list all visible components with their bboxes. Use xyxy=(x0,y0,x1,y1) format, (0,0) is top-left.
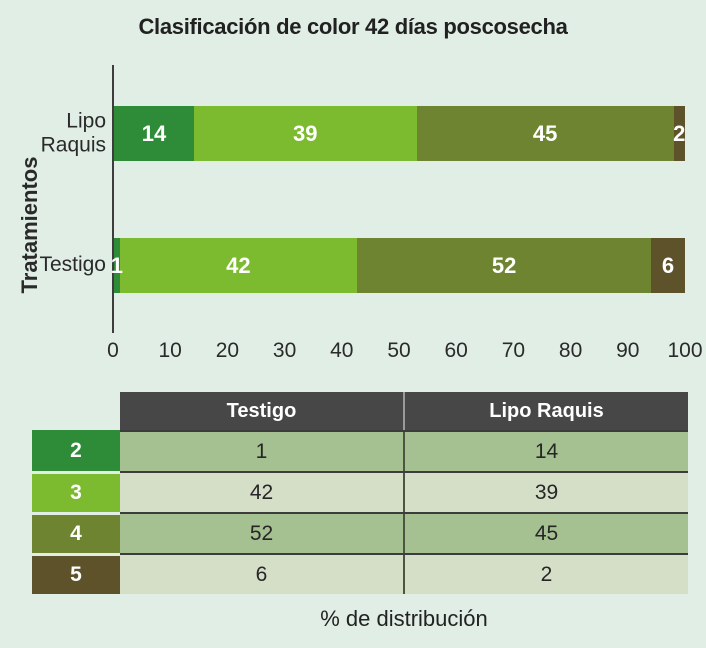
bar-segment-value: 52 xyxy=(491,252,517,278)
bar-segment-value: 39 xyxy=(293,120,318,146)
stacked-bar-testigo: 1 42 52 6 xyxy=(110,238,685,293)
table-row-class-label: 4 xyxy=(32,512,120,553)
x-tick-0: 0 xyxy=(107,339,119,362)
table-body: 2 1 14 3 42 39 4 52 45 5 6 2 xyxy=(32,430,688,594)
x-tick-80: 80 xyxy=(558,339,583,362)
table-header-row: Testigo Lipo Raquis xyxy=(120,392,688,430)
table-row: 2 1 14 xyxy=(32,430,688,471)
table-cell-testigo: 6 xyxy=(120,555,405,594)
category-label-lipo-raquis: Lipo Raquis xyxy=(40,109,106,156)
table-cell-lipo-raquis: 14 xyxy=(534,439,559,463)
table-row: 3 42 39 xyxy=(32,471,688,512)
x-tick-100: 100 xyxy=(667,339,703,362)
bar-segment-value: 45 xyxy=(532,120,558,146)
table-cell-lipo-raquis: 45 xyxy=(534,521,559,545)
bar-segment-value: 14 xyxy=(141,120,167,146)
table-row-class-label: 5 xyxy=(32,553,120,594)
table-row: 4 52 45 xyxy=(32,512,688,553)
bar-segment-class-3: 39 xyxy=(193,106,417,161)
table-row-values: 42 39 xyxy=(120,471,688,512)
bar-segment-value: 1 xyxy=(110,252,123,278)
table-cell-testigo: 42 xyxy=(120,473,405,512)
x-tick-10: 10 xyxy=(158,339,182,362)
x-tick-20: 20 xyxy=(215,339,240,362)
table-header-testigo: Testigo xyxy=(120,392,405,430)
category-label-testigo: Testigo xyxy=(39,253,106,277)
bar-segment-class-4: 45 xyxy=(416,106,674,161)
chart-title: Clasificación de color 42 días poscosech… xyxy=(138,14,568,39)
bar-segment-class-3: 42 xyxy=(119,238,358,293)
x-axis-label: % de distribución xyxy=(320,606,488,631)
x-tick-90: 90 xyxy=(616,339,640,362)
data-table: Testigo Lipo Raquis 2 1 14 3 42 39 4 52 45 5 6 2 xyxy=(32,392,688,594)
table-row-values: 1 14 xyxy=(120,430,688,471)
x-tick-60: 60 xyxy=(444,339,468,362)
x-tick-70: 70 xyxy=(501,339,526,362)
y-axis-line xyxy=(112,65,114,333)
bar-segment-class-2: 1 xyxy=(110,238,123,293)
bar-segment-class-2: 14 xyxy=(114,106,194,161)
table-header-lipo-raquis: Lipo Raquis xyxy=(489,399,604,422)
table-row-values: 52 45 xyxy=(120,512,688,553)
table-cell-lipo-raquis: 39 xyxy=(534,480,559,504)
stacked-bar-lipo-raquis: 14 39 45 2 xyxy=(114,106,685,161)
x-tick-50: 50 xyxy=(387,339,411,362)
bar-segment-value: 2 xyxy=(673,120,686,146)
table-row-class-label: 2 xyxy=(32,430,120,471)
bar-segment-class-5: 6 xyxy=(651,238,685,293)
bar-segment-class-4: 52 xyxy=(357,238,652,293)
bar-segment-value: 6 xyxy=(661,252,675,278)
x-tick-40: 40 xyxy=(330,339,354,362)
table-cell-testigo: 52 xyxy=(120,514,405,553)
x-axis-ticks: 0 10 20 30 40 50 60 70 80 90 100 xyxy=(0,339,706,363)
table-cell-testigo: 1 xyxy=(120,432,405,471)
x-tick-30: 30 xyxy=(272,339,297,362)
table-row-class-label: 3 xyxy=(32,471,120,512)
bar-segment-value: 42 xyxy=(226,252,251,278)
table-cell-lipo-raquis: 2 xyxy=(540,562,553,586)
bar-segment-class-5: 2 xyxy=(673,106,686,161)
